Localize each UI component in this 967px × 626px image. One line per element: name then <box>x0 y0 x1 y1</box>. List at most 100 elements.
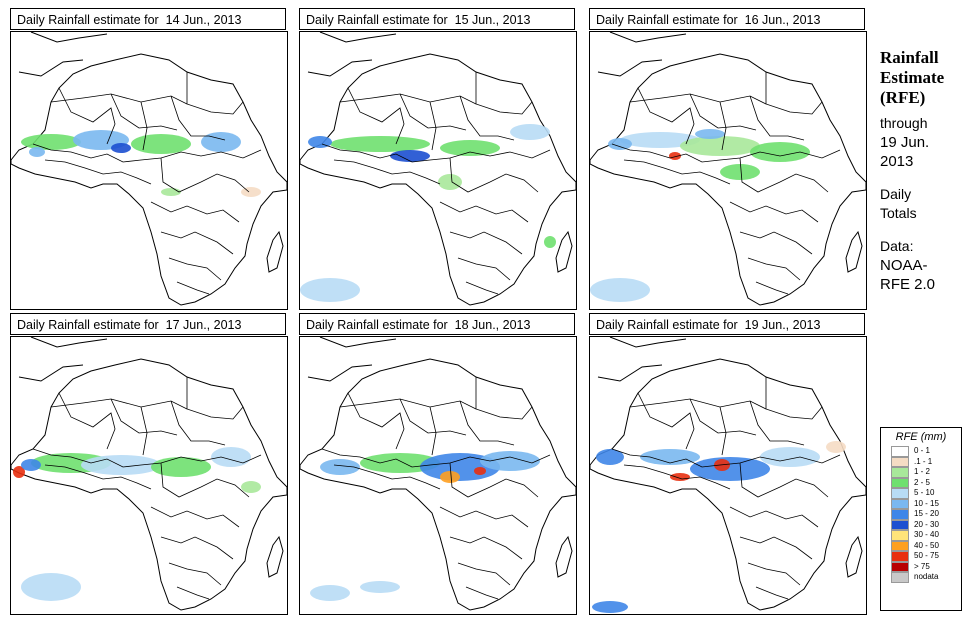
country-border <box>399 398 467 436</box>
country-border <box>429 101 437 151</box>
legend-swatch <box>891 509 909 520</box>
legend-swatch <box>891 561 909 572</box>
source-line1: NOAA- <box>880 257 928 274</box>
country-border <box>457 562 511 586</box>
africa-landmass <box>11 53 287 306</box>
country-border <box>449 231 523 255</box>
africa-landmass <box>300 53 576 306</box>
country-border <box>623 464 731 490</box>
country-border <box>333 159 441 185</box>
country-border <box>58 87 116 145</box>
side-title-line3: (RFE) <box>880 88 926 107</box>
rainfall-patch <box>750 142 810 162</box>
map-panel-18-jun: Daily Rainfall estimate for 18 Jun., 201… <box>299 313 577 615</box>
rainfall-patch <box>438 174 462 190</box>
panel-title: Daily Rainfall estimate for 17 Jun., 201… <box>10 313 286 335</box>
country-border <box>140 101 148 151</box>
legend-swatch <box>891 498 909 509</box>
rainfall-patch <box>81 455 161 475</box>
panel-title: Daily Rainfall estimate for 18 Jun., 201… <box>299 313 575 335</box>
rainfall-patch <box>300 278 360 302</box>
country-border <box>160 536 234 560</box>
rainfall-patch <box>310 585 350 601</box>
map-panel-19-jun: Daily Rainfall estimate for 19 Jun., 201… <box>589 313 867 615</box>
country-border <box>160 462 250 498</box>
legend-label: 2 - 5 <box>914 477 931 487</box>
country-border <box>176 281 210 295</box>
country-border <box>611 143 841 163</box>
rainfall-patch <box>826 441 846 453</box>
country-border <box>50 93 188 105</box>
rainfall-patch <box>695 129 725 139</box>
country-border <box>50 398 188 410</box>
legend-label: 15 - 20 <box>914 509 939 518</box>
country-border <box>637 87 695 145</box>
country-border <box>465 281 499 295</box>
country-border <box>689 93 757 131</box>
legend-item: nodata <box>881 572 961 583</box>
totals-label: Totals <box>880 205 917 221</box>
legend-label: 40 - 50 <box>914 540 939 550</box>
country-border <box>32 448 262 468</box>
country-border <box>755 586 789 600</box>
map-panel-14-jun: Daily Rainfall estimate for 14 Jun., 201… <box>10 8 288 310</box>
country-border <box>439 506 529 528</box>
rainfall-patch <box>620 132 700 148</box>
rainfall-patch <box>590 278 650 302</box>
rainfall-patch <box>360 453 440 473</box>
country-border <box>321 143 551 163</box>
panel-title: Daily Rainfall estimate for 19 Jun., 201… <box>589 313 865 335</box>
africa-landmass <box>300 358 576 611</box>
country-border <box>749 400 805 446</box>
legend-item: 50 - 75 <box>881 551 961 562</box>
country-border <box>449 536 523 560</box>
country-border <box>44 159 152 185</box>
legend-swatch <box>891 572 909 583</box>
country-border <box>449 157 539 193</box>
country-border <box>170 95 226 141</box>
rainfall-patch <box>596 449 624 465</box>
country-border <box>170 400 226 446</box>
rainfall-patch <box>111 143 131 153</box>
legend-label: nodata <box>914 572 939 581</box>
country-border <box>747 562 801 586</box>
legend-item: 15 - 20 <box>881 509 961 520</box>
legend-item: 0 - 1 <box>881 446 961 457</box>
country-border <box>58 392 116 450</box>
madagascar-outline <box>845 535 863 578</box>
rainfall-patch <box>592 601 628 613</box>
africa-landmass <box>590 358 866 611</box>
rainfall-patch <box>131 134 191 154</box>
rainfall-map <box>10 336 288 615</box>
legend-label: 0 - 1 <box>914 446 931 455</box>
legend-label: 10 - 15 <box>914 498 939 508</box>
country-border <box>347 392 405 450</box>
madagascar-outline <box>266 230 284 273</box>
legend-item: 5 - 10 <box>881 488 961 499</box>
country-border <box>110 93 178 131</box>
side-title-line2: Estimate <box>880 68 945 87</box>
country-border <box>739 536 813 560</box>
rainfall-patch <box>390 150 430 162</box>
country-border <box>747 257 801 281</box>
rainfall-map <box>589 336 867 615</box>
rainfall-map <box>589 31 867 310</box>
rainfall-map <box>299 31 577 310</box>
data-label: Data: <box>880 238 914 254</box>
side-title-line1: Rainfall <box>880 48 939 67</box>
legend-label: > 75 <box>914 561 930 571</box>
legend-swatch <box>891 540 909 551</box>
side-info: Rainfall Estimate (RFE) through 19 Jun. … <box>880 48 964 294</box>
legend-item: .1 - 1 <box>881 456 961 467</box>
country-border <box>459 400 515 446</box>
legend-swatch <box>891 477 909 488</box>
country-border <box>729 201 819 223</box>
country-border <box>176 586 210 600</box>
rainfall-patch <box>640 449 700 465</box>
country-border <box>459 95 515 141</box>
country-border <box>755 281 789 295</box>
map-panel-16-jun: Daily Rainfall estimate for 16 Jun., 201… <box>589 8 867 310</box>
legend-label: 5 - 10 <box>914 488 935 497</box>
rainfall-patch <box>510 124 550 140</box>
